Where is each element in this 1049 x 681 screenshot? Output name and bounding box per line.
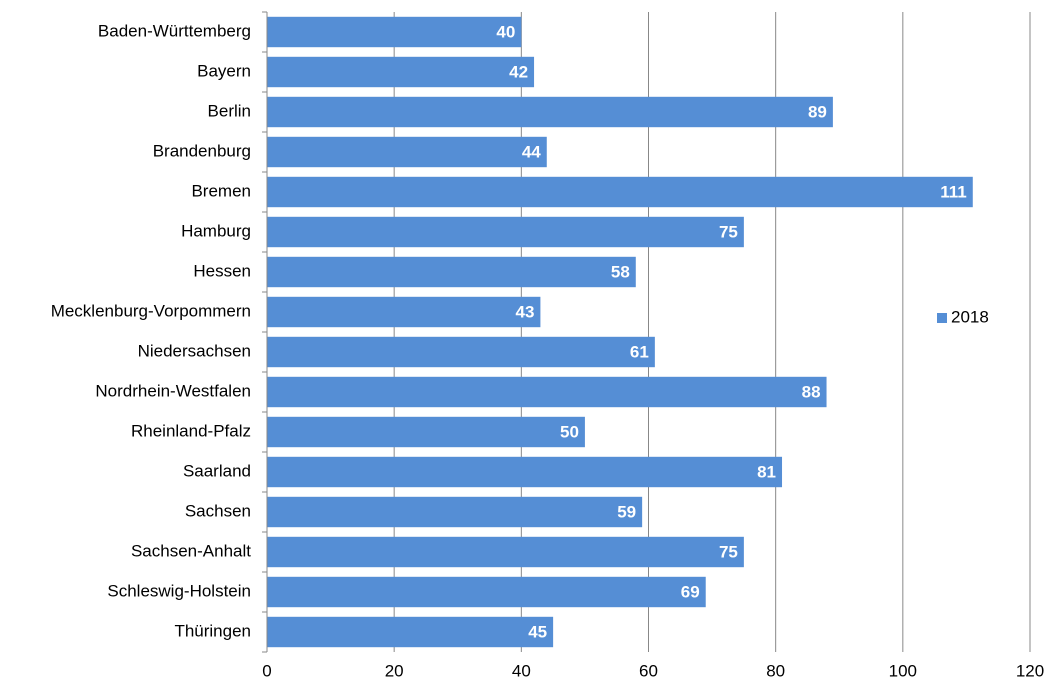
value-label: 42 <box>509 62 528 81</box>
value-label: 75 <box>719 542 738 561</box>
value-label: 44 <box>522 142 541 161</box>
legend-label: 2018 <box>951 307 989 326</box>
y-tick-label: Brandenburg <box>153 141 251 160</box>
y-tick-label: Nordrhein-Westfalen <box>95 381 251 400</box>
bar <box>267 336 655 368</box>
y-tick-label: Niedersachsen <box>138 341 251 360</box>
value-label: 69 <box>681 582 700 601</box>
x-tick-label: 80 <box>766 661 785 680</box>
value-label: 58 <box>611 262 630 281</box>
value-label: 40 <box>496 22 515 41</box>
bar <box>267 416 585 448</box>
bar <box>267 296 541 328</box>
value-label: 45 <box>528 622 547 641</box>
y-tick-label: Schleswig-Holstein <box>107 581 251 600</box>
bar <box>267 376 827 408</box>
value-label: 43 <box>515 302 534 321</box>
value-label: 81 <box>757 462 776 481</box>
bar <box>267 96 833 128</box>
bar <box>267 576 706 608</box>
value-label: 88 <box>802 382 821 401</box>
value-label: 111 <box>940 182 967 201</box>
value-label: 89 <box>808 102 827 121</box>
y-tick-label: Berlin <box>208 101 251 120</box>
y-tick-label: Hessen <box>193 261 251 280</box>
y-tick-label: Baden-Württemberg <box>98 21 251 40</box>
legend-swatch <box>937 313 947 323</box>
bar <box>267 56 535 88</box>
y-tick-label: Saarland <box>183 461 251 480</box>
bar <box>267 536 744 568</box>
y-tick-label: Hamburg <box>181 221 251 240</box>
bar <box>267 456 783 488</box>
bar <box>267 616 554 648</box>
y-tick-label: Thüringen <box>174 621 251 640</box>
bar <box>267 496 643 528</box>
value-label: 50 <box>560 422 579 441</box>
bar <box>267 136 547 168</box>
x-tick-label: 120 <box>1016 661 1044 680</box>
x-tick-label: 100 <box>889 661 917 680</box>
bar <box>267 16 522 48</box>
x-tick-label: 40 <box>512 661 531 680</box>
y-tick-label: Sachsen-Anhalt <box>131 541 251 560</box>
value-label: 75 <box>719 222 738 241</box>
bar <box>267 176 973 208</box>
bar <box>267 216 744 248</box>
y-tick-label: Bremen <box>191 181 251 200</box>
x-tick-label: 60 <box>639 661 658 680</box>
y-tick-label: Sachsen <box>185 501 251 520</box>
x-tick-label: 20 <box>385 661 404 680</box>
y-tick-label: Rheinland-Pfalz <box>131 421 251 440</box>
y-tick-label: Mecklenburg-Vorpommern <box>51 301 251 320</box>
value-label: 59 <box>617 502 636 521</box>
value-label: 61 <box>630 342 649 361</box>
bar <box>267 256 636 288</box>
y-tick-label: Bayern <box>197 61 251 80</box>
x-tick-label: 0 <box>262 661 271 680</box>
